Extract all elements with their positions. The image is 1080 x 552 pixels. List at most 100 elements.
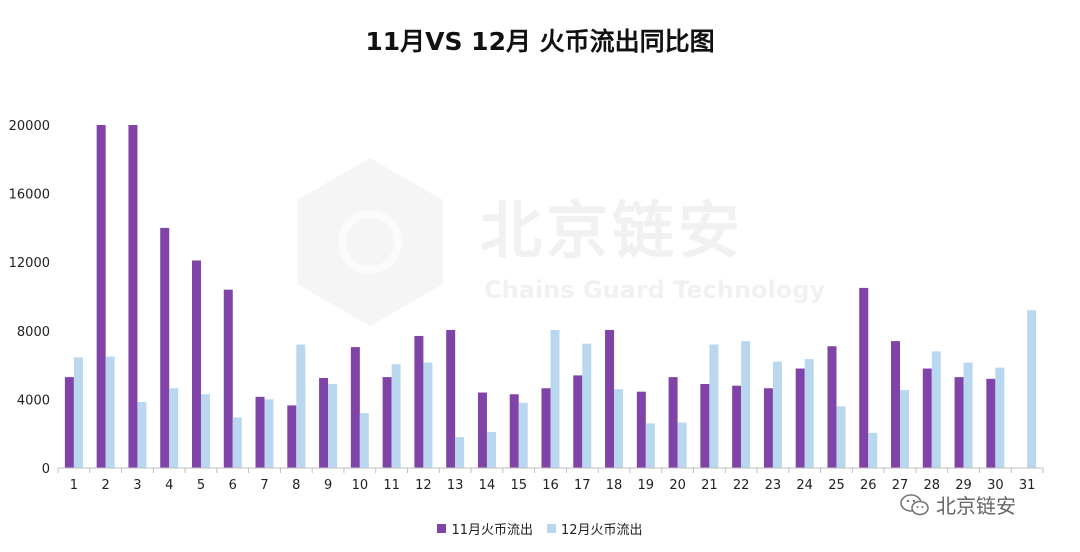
x-tick-label: 28 <box>924 478 941 493</box>
watermark-logo <box>297 158 443 326</box>
x-tick-label: 19 <box>638 478 655 493</box>
x-tick-label: 1 <box>70 478 78 493</box>
watermark-subtext: Chains Guard Technology <box>484 276 826 304</box>
bar-nov-28 <box>922 368 932 468</box>
bar-dec-30 <box>995 367 1005 468</box>
x-tick-label: 7 <box>260 478 268 493</box>
bar-nov-27 <box>891 341 901 468</box>
bar-nov-12 <box>414 335 424 468</box>
bar-nov-5 <box>191 260 201 468</box>
bar-dec-16 <box>550 329 560 468</box>
x-tick-label: 3 <box>133 478 141 493</box>
x-tick-label: 13 <box>447 478 464 493</box>
bar-nov-16 <box>541 388 551 468</box>
bar-nov-2 <box>96 125 106 468</box>
bar-dec-21 <box>709 344 719 468</box>
bar-dec-6 <box>232 417 242 468</box>
bar-dec-28 <box>931 351 941 468</box>
bar-dec-11 <box>391 364 401 468</box>
wechat-icon <box>900 493 929 515</box>
legend-swatch-nov <box>437 524 447 533</box>
y-tick-label: 20000 <box>9 119 50 134</box>
x-tick-label: 29 <box>955 478 972 493</box>
bar-nov-13 <box>446 329 456 468</box>
x-tick-label: 6 <box>229 478 237 493</box>
x-tick-label: 21 <box>701 478 718 493</box>
bar-nov-29 <box>954 377 964 468</box>
y-tick-label: 0 <box>42 462 50 477</box>
y-tick-label: 16000 <box>9 188 50 203</box>
bar-dec-12 <box>423 362 433 468</box>
bar-nov-14 <box>477 392 487 468</box>
bar-dec-3 <box>137 401 147 468</box>
bar-dec-22 <box>741 341 751 468</box>
bar-nov-18 <box>605 329 615 468</box>
x-tick-label: 4 <box>165 478 173 493</box>
bar-nov-19 <box>636 391 646 468</box>
bar-dec-19 <box>645 423 655 468</box>
x-tick-label: 14 <box>479 478 496 493</box>
bar-dec-1 <box>73 357 83 468</box>
bar-nov-21 <box>700 383 710 468</box>
x-tick-label: 8 <box>292 478 300 493</box>
x-tick-label: 2 <box>102 478 110 493</box>
bar-nov-17 <box>573 375 583 468</box>
bar-nov-22 <box>732 385 742 468</box>
x-tick-label: 24 <box>796 478 813 493</box>
bar-nov-9 <box>319 377 329 468</box>
x-tick-label: 30 <box>987 478 1004 493</box>
x-tick-label: 17 <box>574 478 591 493</box>
bar-nov-15 <box>509 394 519 468</box>
bar-dec-15 <box>518 402 528 468</box>
bar-nov-4 <box>160 227 170 468</box>
bar-nov-1 <box>64 377 74 468</box>
bar-dec-18 <box>614 389 624 468</box>
legend: 11月火币流出 12月火币流出 <box>0 519 1080 538</box>
bar-nov-30 <box>986 378 996 468</box>
bar-nov-3 <box>128 125 138 468</box>
bar-dec-7 <box>264 399 274 468</box>
bar-dec-29 <box>963 362 973 468</box>
x-tick-label: 9 <box>324 478 332 493</box>
bar-dec-5 <box>200 394 210 468</box>
bar-dec-2 <box>105 356 115 468</box>
bar-dec-13 <box>455 437 465 468</box>
y-tick-label: 12000 <box>9 256 50 271</box>
bar-dec-27 <box>900 389 910 468</box>
bar-nov-25 <box>827 346 837 468</box>
bar-nov-26 <box>859 287 869 468</box>
x-tick-label: 5 <box>197 478 205 493</box>
bar-nov-20 <box>668 377 678 468</box>
bar-dec-23 <box>772 361 782 468</box>
x-tick-label: 16 <box>542 478 559 493</box>
bar-nov-6 <box>223 289 233 468</box>
bar-nov-8 <box>287 405 297 468</box>
bar-dec-17 <box>582 343 592 468</box>
chart-title: 11月VS 12月 火币流出同比图 <box>365 27 715 56</box>
bar-dec-26 <box>868 432 878 468</box>
x-tick-label: 12 <box>415 478 432 493</box>
legend-label-dec: 12月火币流出 <box>561 523 643 538</box>
x-tick-label: 11 <box>383 478 400 493</box>
legend-item-nov: 11月火币流出 <box>437 519 533 538</box>
x-tick-label: 31 <box>1019 478 1036 493</box>
y-tick-label: 4000 <box>17 393 50 408</box>
bar-nov-10 <box>350 347 360 468</box>
bar-dec-24 <box>804 359 814 468</box>
bar-dec-20 <box>677 422 687 468</box>
x-tick-label: 26 <box>860 478 877 493</box>
bar-dec-9 <box>328 383 338 468</box>
legend-swatch-dec <box>547 524 556 533</box>
bar-dec-31 <box>1027 310 1037 468</box>
x-tick-label: 18 <box>606 478 623 493</box>
watermark-text: 北京链安 <box>480 194 745 267</box>
brand: 北京链安 <box>900 490 1016 519</box>
bar-dec-14 <box>486 431 496 468</box>
bar-nov-23 <box>763 388 773 468</box>
legend-item-dec: 12月火币流出 <box>547 519 643 538</box>
bar-dec-10 <box>359 413 369 468</box>
x-tick-label: 22 <box>733 478 750 493</box>
x-tick-label: 15 <box>510 478 527 493</box>
